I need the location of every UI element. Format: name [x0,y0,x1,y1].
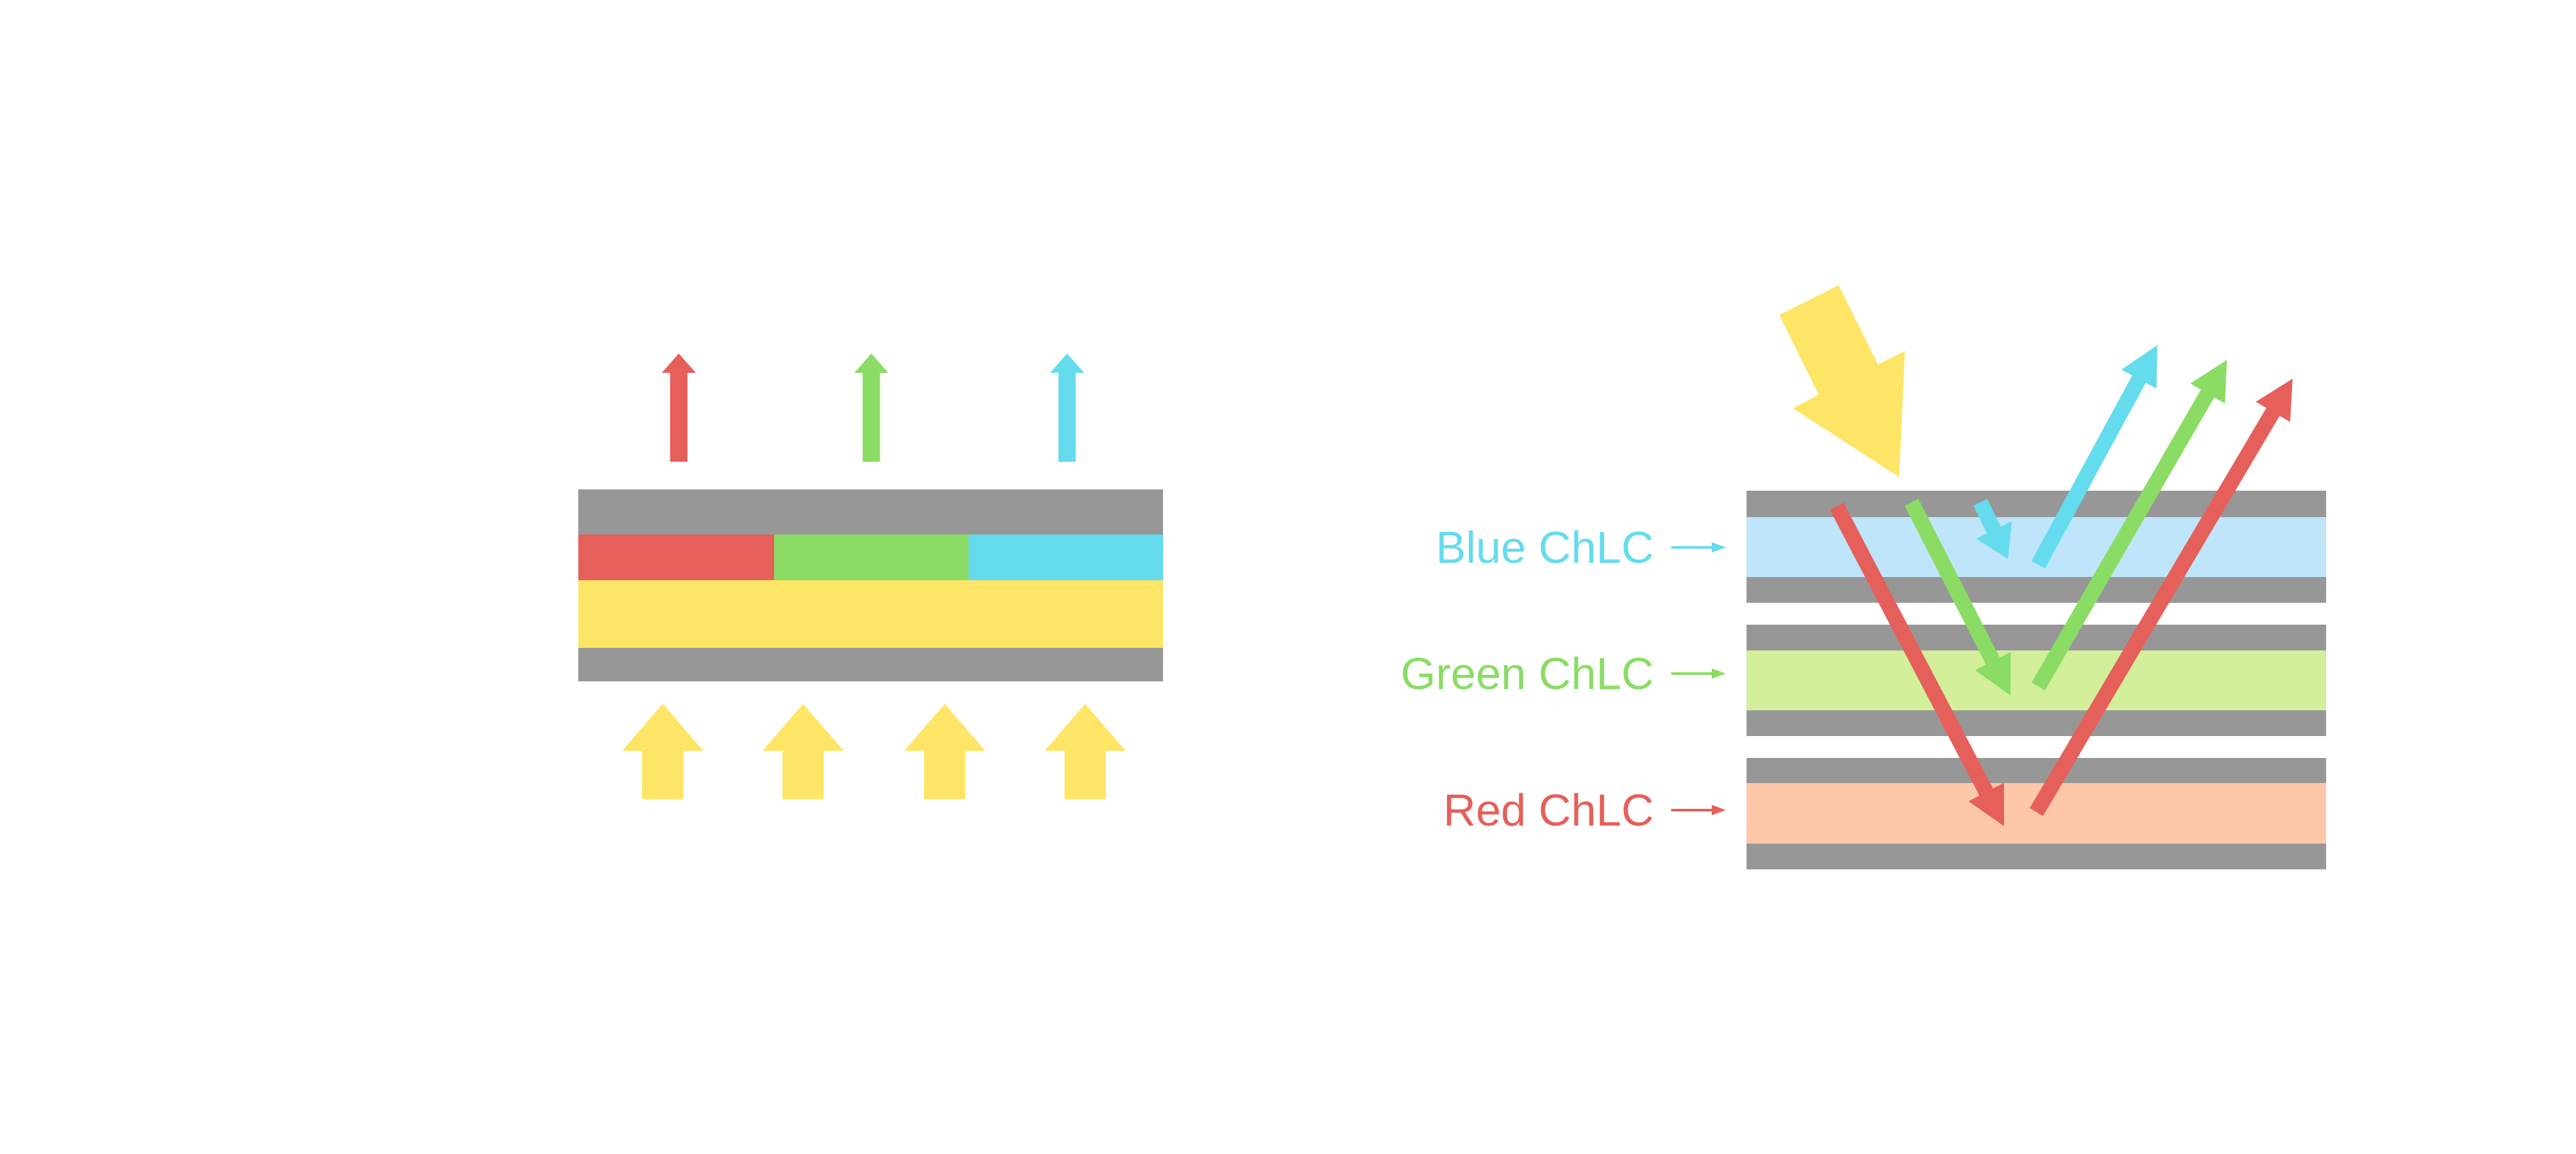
red-chlc-layer [1747,783,2326,844]
blue-filter-segment [969,534,1163,580]
top-substrate [578,489,1163,534]
red-label-pointer [1671,805,1726,815]
blue-incident-arrow [1973,498,2012,559]
green-filter-segment [774,534,969,580]
blue-emitted-arrow [1050,354,1084,462]
blue-label-pointer [1671,542,1726,553]
red-filter-segment [578,534,774,580]
blue-chlc-bottom-substrate [1747,577,2326,603]
left-panel-arrows [622,354,1126,799]
backlight-arrow-4 [1045,704,1126,799]
bottom-substrate [578,648,1163,681]
red-chlc-bottom-substrate [1747,844,2326,869]
backlight-arrow-1 [622,704,703,799]
backlight-arrow-3 [904,704,985,799]
red-chlc-label: Red ChLC [1443,785,1654,835]
left-panel-color-filter-stack [578,489,1163,681]
right-panel-chlc-stack [1747,491,2326,869]
green-incident-arrow [1904,498,2011,695]
blue-reflected-arrow [2031,345,2157,569]
green-chlc-label: Green ChLC [1401,648,1654,699]
right-panel-arrows [1671,345,2293,826]
green-reflected-arrow [2031,360,2227,691]
red-emitted-arrow [661,354,696,462]
backlight-arrow-2 [762,704,844,799]
incident-light-arrow [1779,285,1905,477]
red-incident-arrow [1830,502,2004,826]
green-emitted-arrow [854,354,889,462]
green-chlc-top-substrate [1747,625,2326,650]
green-label-pointer [1671,668,1726,679]
green-chlc-bottom-substrate [1747,710,2326,736]
backlight-layer [578,580,1163,648]
red-reflected-arrow [2029,379,2293,817]
blue-chlc-label: Blue ChLC [1435,522,1654,572]
red-chlc-top-substrate [1747,758,2326,783]
blue-chlc-layer [1747,517,2326,577]
